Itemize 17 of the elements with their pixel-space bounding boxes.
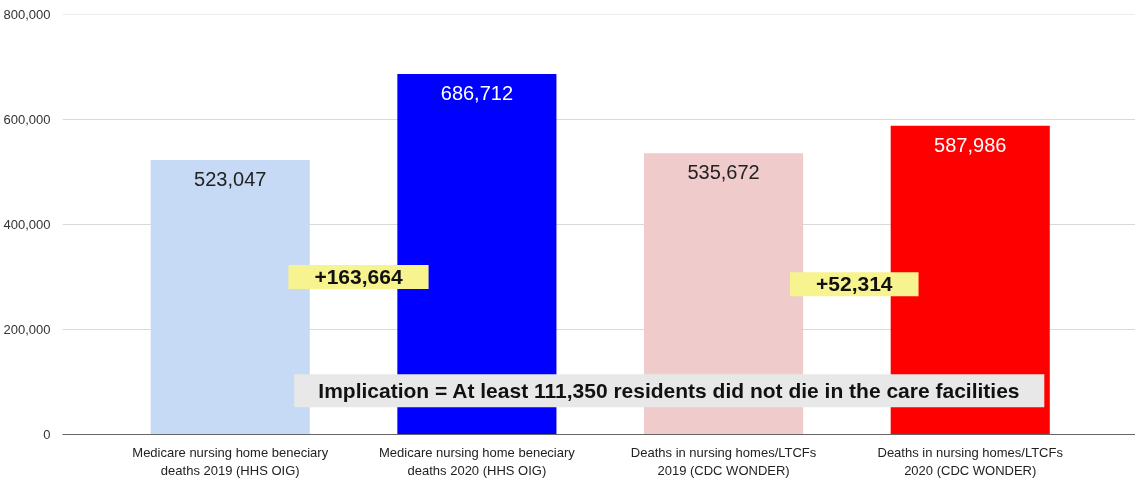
data-label: 587,986	[934, 133, 1007, 156]
data-label: 523,047	[194, 167, 267, 190]
annotation: Implication = At least 111,350 residents did not die in the care facilities	[318, 379, 1020, 403]
y-tick-label: 0	[43, 427, 51, 442]
annotation: +52,314	[816, 272, 893, 296]
y-tick-label: 600,000	[3, 112, 51, 127]
x-tick-label: Deaths in nursing homes/LTCFs 2020 (CDC WONDER)	[877, 444, 1064, 478]
annotation: +163,664	[314, 265, 403, 288]
bar	[150, 159, 310, 435]
data-label: 535,672	[687, 161, 760, 184]
data-label: 686,712	[440, 81, 514, 104]
x-tick-label: Deaths in nursing homes/LTCFs 2019 (CDC WONDER)	[630, 444, 817, 478]
x-tick-label: Medicare nursing home beneciary deaths 2020 (HHS OIG)	[378, 444, 576, 478]
y-tick-label: 400,000	[3, 217, 51, 232]
x-tick-label: Medicare nursing home beneciary deaths 2019 (HHS OIG)	[132, 444, 329, 478]
y-tick-label: 800,000	[3, 7, 51, 22]
y-tick-label: 200,000	[3, 322, 51, 337]
